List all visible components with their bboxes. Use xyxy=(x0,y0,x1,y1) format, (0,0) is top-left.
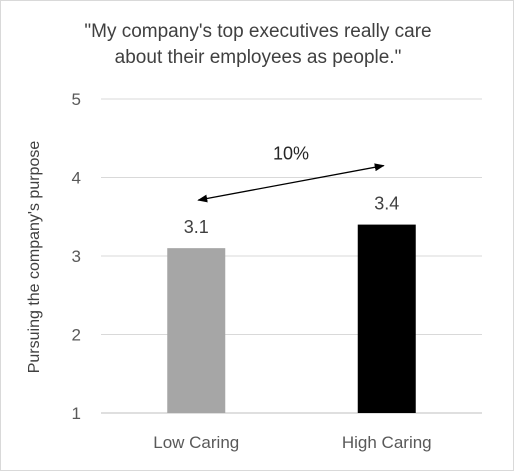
double-arrow xyxy=(197,163,385,203)
bar-low-caring xyxy=(167,248,226,413)
change-percent-label: 10% xyxy=(273,144,309,164)
x-tick-label: Low Caring xyxy=(153,433,239,452)
y-tick-label: 4 xyxy=(72,169,81,188)
chart-title-line-1: "My company's top executives really care xyxy=(84,21,431,42)
y-tick-label: 5 xyxy=(72,90,81,109)
y-tick-label: 3 xyxy=(72,247,81,266)
data-label: 3.4 xyxy=(374,194,399,214)
y-tick-label: 2 xyxy=(72,326,81,345)
change-annotation: 10% xyxy=(197,144,385,203)
chart-title: "My company's top executives really care… xyxy=(84,21,431,68)
x-axis-tick-labels: Low Caring High Caring xyxy=(153,433,431,452)
bars xyxy=(167,224,416,413)
x-tick-label: High Caring xyxy=(342,433,432,452)
gridlines xyxy=(101,98,482,414)
bar-high-caring xyxy=(357,224,416,413)
y-axis-tick-labels: 1 2 3 4 5 xyxy=(72,90,81,423)
y-axis-title: Pursuing the company's purpose xyxy=(26,141,43,374)
y-tick-label: 1 xyxy=(72,404,81,423)
data-label: 3.1 xyxy=(184,217,209,237)
chart-title-line-2: about their employees as people." xyxy=(115,47,402,68)
